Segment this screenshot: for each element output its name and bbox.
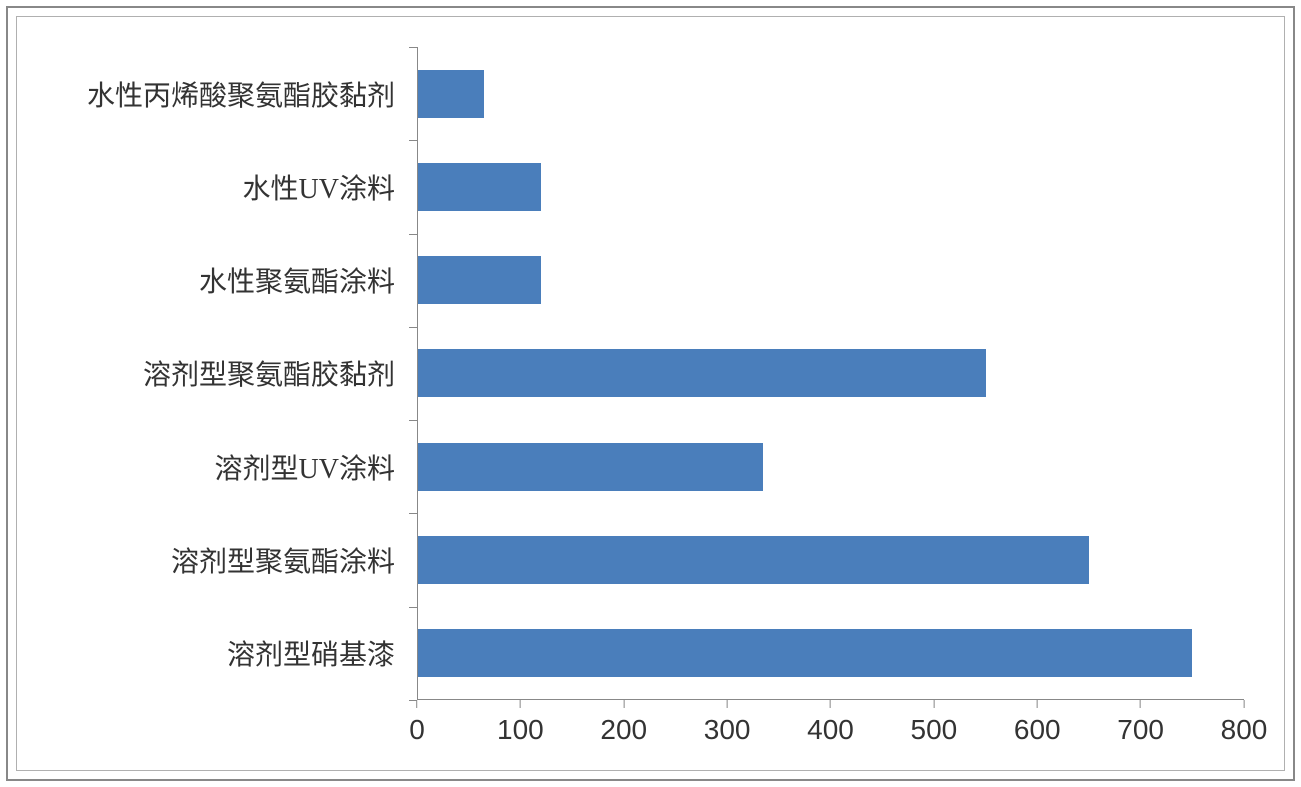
chart-outer-frame: 水性丙烯酸聚氨酯胶黏剂 水性UV涂料 水性聚氨酯涂料 溶剂型聚氨酯胶黏剂 溶剂型… xyxy=(6,6,1295,781)
y-tick-mark xyxy=(409,327,417,328)
x-tick-mark xyxy=(1244,700,1245,708)
x-tick: 500 xyxy=(911,700,958,746)
x-tick-mark xyxy=(727,700,728,708)
x-tick-label: 0 xyxy=(409,714,425,746)
x-tick-mark xyxy=(1140,700,1141,708)
x-tick-label: 100 xyxy=(497,714,544,746)
x-axis-ticks: 0100200300400500600700800 xyxy=(417,700,1244,770)
x-tick: 800 xyxy=(1221,700,1268,746)
x-tick-mark xyxy=(1037,700,1038,708)
y-tick-mark xyxy=(409,420,417,421)
bar-row xyxy=(417,234,1244,327)
x-tick-label: 300 xyxy=(704,714,751,746)
bar xyxy=(417,536,1089,584)
y-label: 溶剂型聚氨酯涂料 xyxy=(17,513,417,606)
chart-inner-frame: 水性丙烯酸聚氨酯胶黏剂 水性UV涂料 水性聚氨酯涂料 溶剂型聚氨酯胶黏剂 溶剂型… xyxy=(16,16,1285,771)
x-tick: 600 xyxy=(1014,700,1061,746)
bar-row xyxy=(417,140,1244,233)
x-tick-mark xyxy=(623,700,624,708)
bar-row xyxy=(417,47,1244,140)
x-tick: 300 xyxy=(704,700,751,746)
y-tick-mark xyxy=(409,513,417,514)
x-tick: 100 xyxy=(497,700,544,746)
y-label: 溶剂型硝基漆 xyxy=(17,607,417,700)
bars-container xyxy=(417,47,1244,700)
bar xyxy=(417,163,541,211)
x-tick-label: 400 xyxy=(807,714,854,746)
x-tick-mark xyxy=(520,700,521,708)
bar xyxy=(417,256,541,304)
y-tick-mark xyxy=(409,234,417,235)
y-label: 水性丙烯酸聚氨酯胶黏剂 xyxy=(17,47,417,140)
y-label: 水性UV涂料 xyxy=(17,140,417,233)
x-tick-label: 800 xyxy=(1221,714,1268,746)
bar-row xyxy=(417,420,1244,513)
x-tick-label: 500 xyxy=(911,714,958,746)
bar-row xyxy=(417,607,1244,700)
y-label: 溶剂型聚氨酯胶黏剂 xyxy=(17,327,417,420)
y-tick-mark xyxy=(409,607,417,608)
bar xyxy=(417,629,1192,677)
y-tick-mark xyxy=(409,47,417,48)
bar-row xyxy=(417,327,1244,420)
x-tick: 0 xyxy=(409,700,425,746)
x-tick-label: 200 xyxy=(600,714,647,746)
x-tick-mark xyxy=(933,700,934,708)
x-tick-label: 700 xyxy=(1117,714,1164,746)
y-tick-mark xyxy=(409,700,417,701)
y-tick-mark xyxy=(409,140,417,141)
x-tick-mark xyxy=(416,700,417,708)
y-label: 水性聚氨酯涂料 xyxy=(17,234,417,327)
x-tick: 700 xyxy=(1117,700,1164,746)
x-tick-mark xyxy=(830,700,831,708)
x-tick: 400 xyxy=(807,700,854,746)
y-label: 溶剂型UV涂料 xyxy=(17,420,417,513)
plot-area xyxy=(417,47,1244,700)
y-axis-labels: 水性丙烯酸聚氨酯胶黏剂 水性UV涂料 水性聚氨酯涂料 溶剂型聚氨酯胶黏剂 溶剂型… xyxy=(17,47,417,700)
bar xyxy=(417,70,484,118)
x-tick-label: 600 xyxy=(1014,714,1061,746)
y-axis-line xyxy=(417,47,418,700)
bar xyxy=(417,443,763,491)
x-tick: 200 xyxy=(600,700,647,746)
bar xyxy=(417,349,986,397)
bar-row xyxy=(417,513,1244,606)
